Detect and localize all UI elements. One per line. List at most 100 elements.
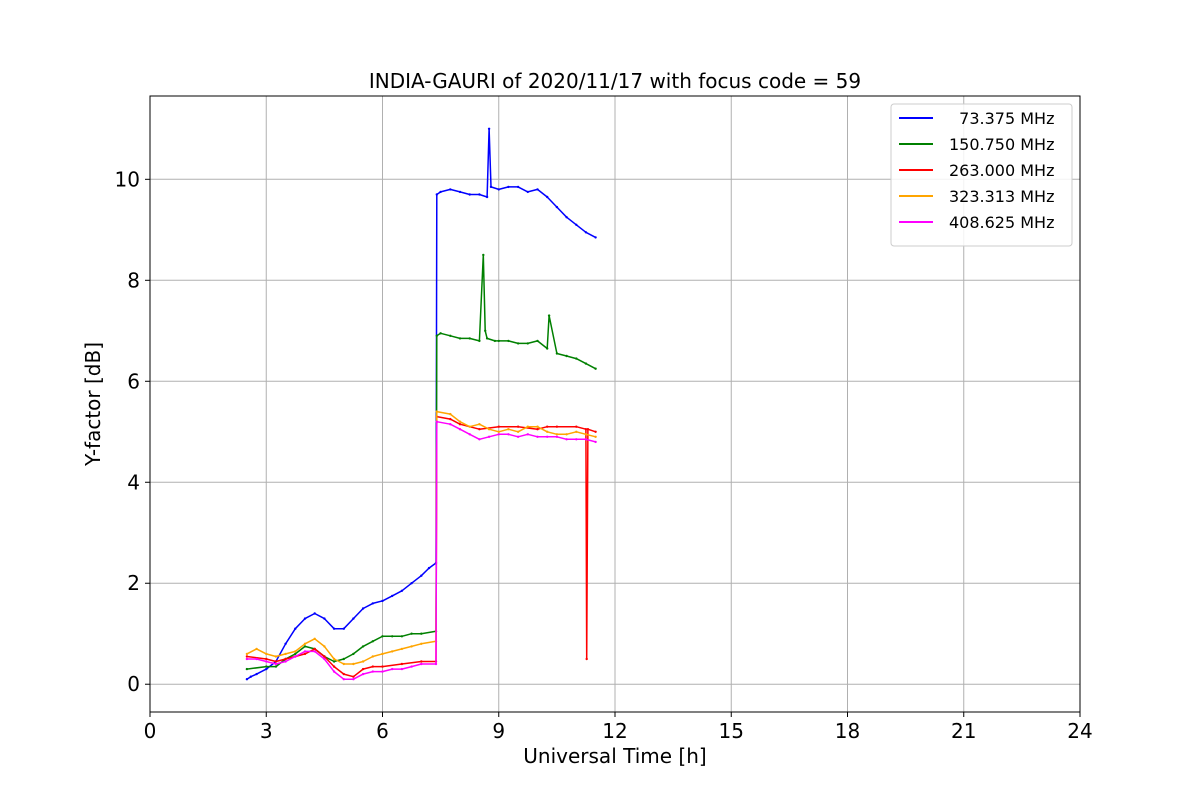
data-point xyxy=(284,652,287,656)
data-point xyxy=(284,657,287,661)
data-point xyxy=(381,635,384,638)
legend-label: 323.313 MHz xyxy=(949,187,1054,206)
y-tick-label: 0 xyxy=(127,672,140,696)
data-point xyxy=(516,430,520,433)
data-point xyxy=(458,337,462,340)
data-point xyxy=(478,193,481,196)
data-point xyxy=(536,425,539,428)
data-point xyxy=(371,602,374,605)
x-axis-ticks: 0 3 6 9 12 15 18 21 24 xyxy=(144,712,1093,743)
data-point xyxy=(489,185,493,189)
data-point xyxy=(487,428,491,431)
data-point xyxy=(352,662,355,666)
legend-entry: 150.750 MHz xyxy=(899,135,1054,154)
data-point xyxy=(507,433,510,436)
data-point xyxy=(313,650,316,653)
data-point xyxy=(478,428,481,431)
data-point xyxy=(284,660,287,663)
series-line xyxy=(246,128,596,680)
data-point xyxy=(439,332,442,335)
data-point xyxy=(526,342,529,345)
data-point xyxy=(294,652,297,656)
data-point xyxy=(449,417,452,421)
data-point xyxy=(332,627,336,630)
data-point xyxy=(546,195,549,199)
data-point xyxy=(265,657,268,661)
data-point xyxy=(435,334,438,337)
data-point xyxy=(565,216,568,219)
data-point xyxy=(575,430,578,433)
data-point xyxy=(361,607,365,610)
data-point xyxy=(323,617,326,620)
data-point xyxy=(468,193,471,196)
data-point xyxy=(391,667,394,671)
data-point xyxy=(265,665,268,668)
data-point xyxy=(507,339,510,343)
data-point xyxy=(323,657,326,661)
data-point xyxy=(255,647,258,651)
data-point xyxy=(332,665,336,668)
data-point xyxy=(555,425,559,428)
data-point xyxy=(485,195,489,199)
data-point xyxy=(547,314,551,317)
data-point xyxy=(487,435,491,438)
data-point xyxy=(449,334,452,337)
legend-entry: 73.375 MHz xyxy=(899,109,1054,128)
data-point xyxy=(274,655,278,658)
data-point xyxy=(274,665,278,668)
x-axis-label: Universal Time [h] xyxy=(523,744,706,768)
x-tick-label: 18 xyxy=(835,719,860,743)
legend-label: 150.750 MHz xyxy=(949,135,1054,154)
data-point xyxy=(332,660,336,663)
data-point xyxy=(526,190,529,194)
x-tick-label: 3 xyxy=(260,719,273,743)
data-point xyxy=(245,652,249,656)
legend-entry: 323.313 MHz xyxy=(899,187,1054,206)
data-point xyxy=(468,433,471,436)
data-point xyxy=(303,645,307,648)
data-point xyxy=(594,367,597,370)
legend-label: 408.625 MHz xyxy=(949,213,1054,232)
data-point xyxy=(265,660,268,663)
y-tick-label: 6 xyxy=(127,369,140,393)
x-tick-label: 0 xyxy=(144,719,157,743)
data-point xyxy=(458,428,462,431)
data-point xyxy=(536,428,539,431)
data-point xyxy=(478,423,481,426)
data-point xyxy=(585,657,588,661)
data-point xyxy=(303,642,307,645)
legend: 73.375 MHz 150.750 MHz 263.000 MHz 323.313 … xyxy=(890,103,1073,247)
data-point xyxy=(493,339,497,343)
data-point xyxy=(294,655,297,658)
data-point xyxy=(391,594,394,598)
x-tick-label: 15 xyxy=(719,719,744,743)
data-point xyxy=(274,660,278,663)
data-point xyxy=(449,188,452,191)
data-point xyxy=(594,435,597,438)
data-point xyxy=(323,655,326,658)
data-point xyxy=(458,190,462,194)
data-point xyxy=(303,652,307,656)
y-axis-ticks: 0 2 4 6 8 10 xyxy=(115,167,150,696)
data-point xyxy=(381,599,384,603)
data-point xyxy=(400,662,404,666)
y-tick-label: 4 xyxy=(127,470,140,494)
data-point xyxy=(584,433,588,436)
data-point xyxy=(400,589,404,592)
data-point xyxy=(594,440,597,444)
data-point xyxy=(516,435,520,438)
data-point xyxy=(245,655,249,658)
data-point xyxy=(565,354,568,358)
legend-label: 263.000 MHz xyxy=(949,161,1054,180)
data-point xyxy=(274,662,278,666)
data-point xyxy=(410,582,413,585)
data-point xyxy=(342,678,345,681)
data-point xyxy=(584,231,588,234)
data-point xyxy=(536,339,539,343)
data-point xyxy=(478,339,481,343)
data-point xyxy=(575,357,578,360)
series-5 xyxy=(245,420,597,681)
data-point xyxy=(546,347,549,350)
data-point xyxy=(361,672,365,676)
data-point xyxy=(439,190,442,194)
